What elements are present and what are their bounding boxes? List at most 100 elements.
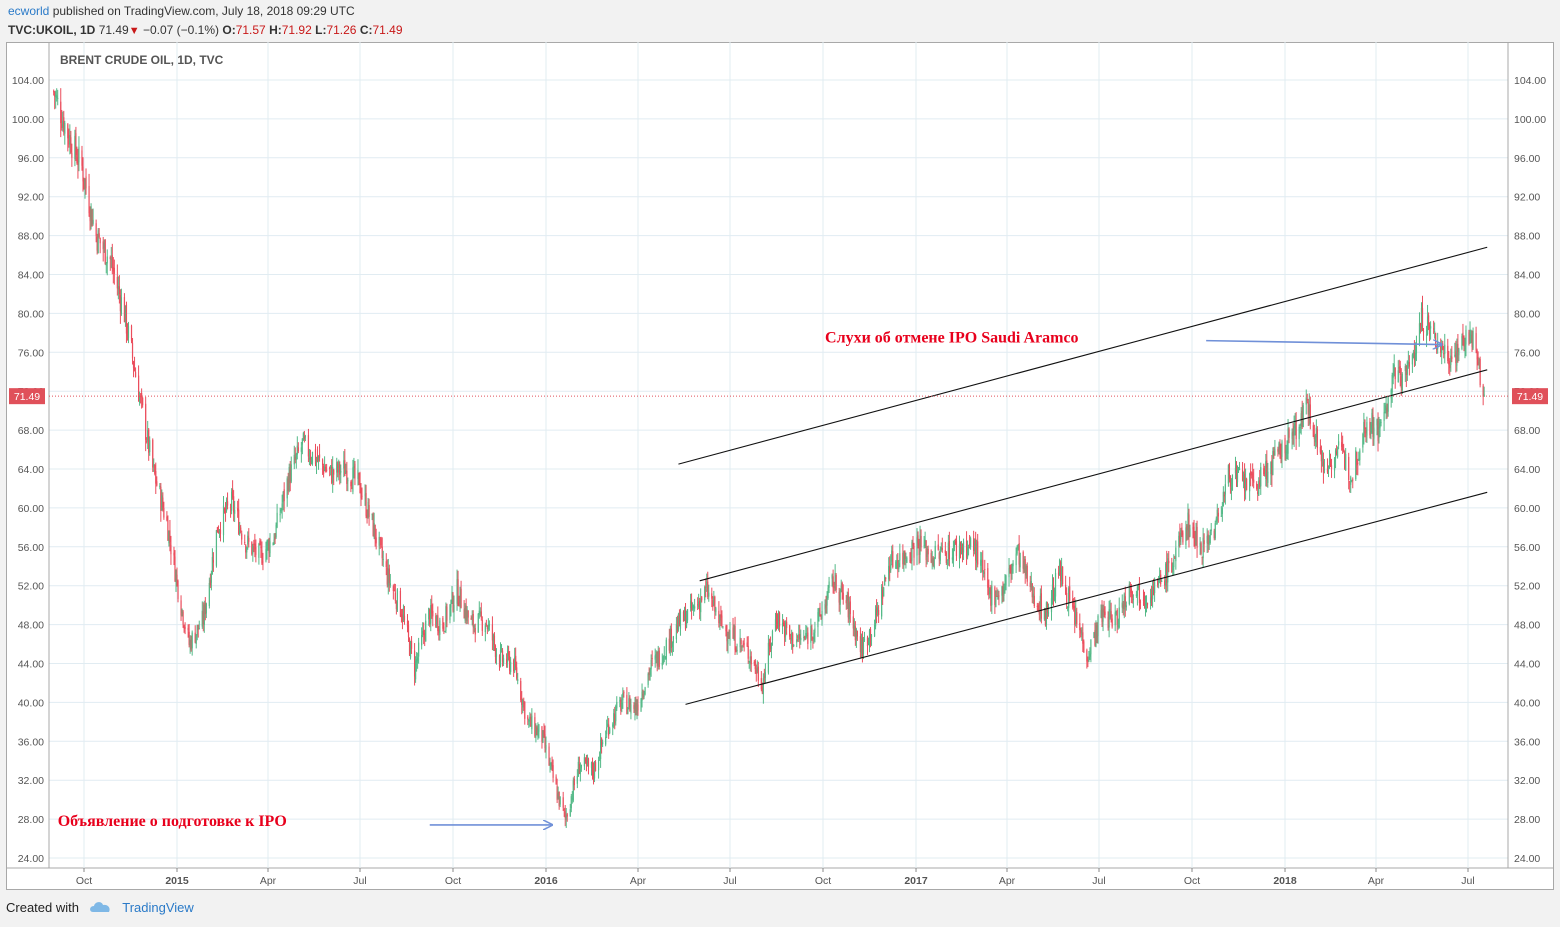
candle-body: [1472, 331, 1474, 349]
candle-body: [117, 286, 119, 290]
candle-body: [238, 509, 240, 534]
candle-body: [662, 656, 664, 664]
candle-body: [297, 447, 299, 452]
candle-body: [418, 642, 420, 657]
candle-body: [715, 608, 717, 613]
candle-body: [1333, 458, 1336, 471]
author-link[interactable]: ecworld: [8, 4, 50, 18]
annotation-arrow: [1206, 341, 1442, 345]
candle-body: [821, 611, 823, 620]
candle-body: [196, 625, 198, 636]
candle-body: [664, 657, 666, 659]
candle-body: [389, 583, 391, 586]
candle-body: [354, 463, 356, 479]
candle-body: [141, 392, 143, 398]
candle-body: [1314, 435, 1316, 443]
candle-body: [563, 808, 565, 811]
candle-body: [767, 642, 770, 673]
candle-body: [330, 465, 332, 469]
candle-body: [1104, 611, 1106, 615]
candle-body: [769, 643, 772, 650]
candle-body: [527, 716, 529, 720]
candle-body: [832, 576, 834, 589]
candle-body: [940, 546, 942, 550]
candle-body: [1100, 610, 1102, 618]
candle-body: [248, 537, 250, 542]
candle-body: [1108, 609, 1110, 628]
candle-body: [1011, 563, 1013, 574]
candle-body: [1408, 362, 1410, 367]
candle-body: [712, 600, 714, 608]
candle-body: [1336, 448, 1339, 457]
candle-body: [890, 564, 892, 571]
candle-body: [522, 700, 524, 708]
price-chart[interactable]: 104.00 104.00 100.00 100.00 96.00 96.00 92.00 9…: [6, 42, 1554, 890]
candle-body: [933, 558, 935, 568]
symbol-label[interactable]: TVC:UKOIL, 1D: [8, 23, 96, 37]
y-tick-label-left: 100.00: [12, 114, 44, 126]
candle-body: [1160, 574, 1162, 585]
candle-body: [1057, 572, 1060, 575]
candle-body: [590, 762, 593, 768]
candle-body: [622, 693, 624, 701]
candle-body: [534, 717, 536, 737]
candle-body: [657, 650, 659, 666]
candle-body: [898, 563, 900, 570]
candle-body: [253, 543, 255, 546]
candle-body: [918, 542, 920, 556]
chart-panel[interactable]: [6, 42, 1554, 890]
candle-body: [113, 267, 115, 274]
candle-body: [612, 724, 614, 727]
candle-body: [339, 464, 341, 475]
candle-body: [917, 535, 919, 544]
candle-body: [1202, 537, 1204, 559]
candle-body: [586, 760, 589, 763]
candle-body: [88, 186, 90, 214]
candle-body: [124, 305, 127, 322]
candle-body: [946, 562, 948, 564]
candle-body: [1250, 471, 1252, 476]
candle-body: [542, 730, 544, 743]
candle-body: [495, 653, 498, 657]
candle-body: [1271, 460, 1273, 476]
candle-body: [430, 605, 432, 624]
candle-body: [1044, 608, 1047, 626]
candle-body: [463, 609, 465, 619]
candle-body: [1394, 367, 1396, 380]
candle-body: [1150, 595, 1153, 601]
candle-body: [593, 761, 596, 779]
x-tick-label: Jul: [353, 875, 366, 887]
candle-body: [1265, 461, 1267, 479]
candle-body: [60, 101, 62, 124]
candle-body: [451, 591, 453, 603]
y-tick-label-right: 100.00: [1514, 114, 1546, 126]
candle-body: [1228, 464, 1231, 479]
candle-body: [1187, 512, 1189, 532]
tradingview-cloud-icon[interactable]: [89, 900, 113, 917]
candle-body: [961, 547, 964, 553]
candle-body: [479, 611, 481, 614]
candle-body: [1081, 633, 1083, 635]
candle-body: [125, 304, 128, 334]
candle-body: [353, 466, 355, 469]
candle-body: [1384, 411, 1386, 413]
candle-body: [718, 610, 720, 624]
candle-body: [1385, 405, 1387, 411]
candle-body: [756, 668, 758, 672]
candle-body: [557, 793, 559, 799]
candle-body: [89, 215, 91, 222]
y-tick-label-left: 104.00: [12, 75, 44, 87]
candle-body: [1017, 544, 1019, 549]
candle-body: [287, 479, 289, 491]
candle-body: [1298, 426, 1300, 440]
candle-body: [1168, 560, 1170, 564]
candle-body: [246, 547, 248, 553]
candle-body: [819, 607, 821, 616]
candle-body: [1079, 622, 1081, 631]
candle-body: [686, 609, 689, 621]
tradingview-link[interactable]: TradingView: [122, 900, 194, 915]
candle-body: [191, 632, 193, 649]
candle-body: [1019, 552, 1021, 568]
candle-body: [878, 609, 880, 616]
candle-body: [792, 633, 794, 648]
